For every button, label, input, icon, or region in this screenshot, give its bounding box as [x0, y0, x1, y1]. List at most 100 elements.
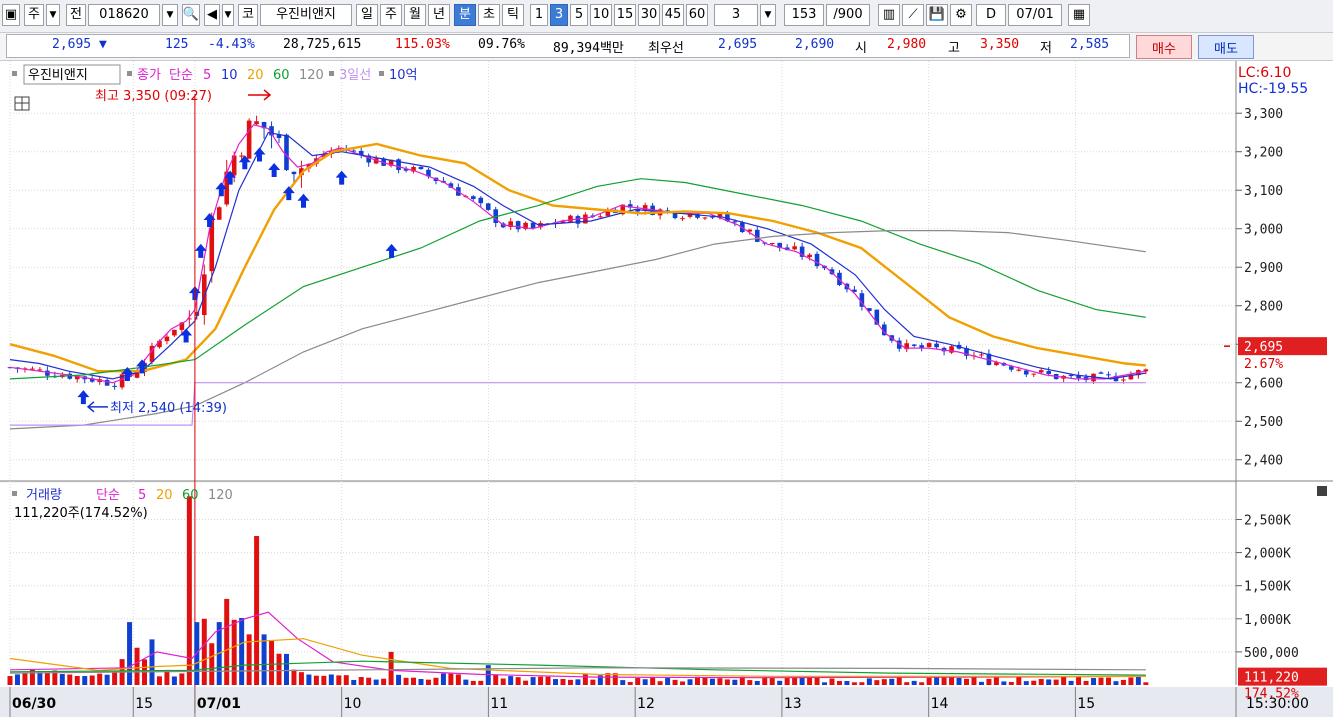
toolbar-code-button[interactable]: 018620	[88, 4, 160, 26]
legend-bullet	[379, 71, 384, 76]
volume-bar	[732, 679, 738, 685]
toolbar-sound-dd-button[interactable]: ▼	[222, 4, 234, 26]
candle-body	[396, 159, 401, 171]
candle-body	[426, 169, 431, 177]
candle-body	[149, 345, 155, 362]
legend-ma-60: 60	[273, 68, 290, 83]
volume-bar	[455, 674, 461, 685]
toolbar-save-icon[interactable]: 💾	[926, 4, 948, 26]
toolbar-cal-icon[interactable]: ▦	[1068, 4, 1090, 26]
ma-line-10	[9, 131, 1146, 380]
buy-arrow-icon	[136, 359, 149, 374]
volume-bar	[59, 674, 65, 685]
legend-bullet	[12, 491, 17, 496]
toolbar-i5-button[interactable]: 5	[570, 4, 588, 26]
volume-bar	[22, 673, 28, 685]
x-tick-label: 10	[344, 696, 362, 712]
toolbar-line-icon[interactable]: ⟋	[902, 4, 924, 26]
volume-bar	[657, 681, 663, 685]
toolbar-i30-button[interactable]: 30	[638, 4, 660, 26]
toolbar-date-button[interactable]: 07/01	[1008, 4, 1062, 26]
legend-ma-20: 20	[247, 68, 264, 83]
volume-bar	[881, 679, 887, 685]
toolbar-p-week-button[interactable]: 주	[380, 4, 402, 26]
toolbar-type-button[interactable]: 주	[24, 4, 44, 26]
toolbar-sound-button[interactable]: ◀	[204, 4, 220, 26]
toolbar-count-total-button[interactable]: /900	[826, 4, 870, 26]
volume-bar	[851, 682, 857, 685]
toolbar-count-button[interactable]: 153	[784, 4, 824, 26]
sell-button[interactable]: 매도	[1198, 35, 1254, 59]
candle-body	[485, 203, 491, 210]
toolbar-layout-button[interactable]: ▣	[2, 4, 20, 26]
toolbar-search-button[interactable]: 🔍	[182, 4, 200, 26]
open-label: 시	[855, 41, 867, 56]
price-tick-label: 3,100	[1244, 184, 1283, 199]
toolbar-p-min-button[interactable]: 분	[454, 4, 476, 26]
volume-bar	[769, 677, 775, 685]
toolbar-p-month-button[interactable]: 월	[404, 4, 426, 26]
volume-bar	[239, 617, 245, 685]
candle-body	[134, 372, 140, 378]
candle-body	[314, 158, 319, 164]
toolbar-p-day-button[interactable]: 일	[356, 4, 378, 26]
toolbar-p-year-button[interactable]: 년	[428, 4, 450, 26]
volume-bar	[836, 680, 842, 685]
current-price: 2,695 ▼	[52, 37, 107, 52]
candle-body	[710, 216, 715, 218]
volume-bar	[597, 675, 603, 685]
toolbar-gear-icon[interactable]: ⚙	[950, 4, 972, 26]
volume-bar	[231, 619, 237, 685]
volume-tick-label: 1,500K	[1244, 580, 1291, 595]
toolbar-interval-dd-button[interactable]: ▼	[760, 4, 776, 26]
toolbar-interval-button[interactable]: 3	[714, 4, 758, 26]
volume-bar	[425, 679, 431, 685]
toolbar-d-check-button[interactable]: D	[976, 4, 1006, 26]
candle-body	[209, 215, 215, 272]
candle-body	[777, 242, 782, 249]
x-tick-label: 11	[490, 696, 508, 712]
volume-bar	[874, 680, 880, 685]
volume-tick-label: 2,500K	[1244, 513, 1291, 528]
volume-bar	[52, 670, 58, 685]
volume-bar	[807, 676, 813, 685]
volume-bar	[291, 669, 297, 685]
candle-body	[299, 168, 304, 176]
volume-bar	[336, 675, 342, 685]
volume-bar	[1046, 679, 1052, 685]
price-chart: 3,3003,2003,1003,0002,9002,8002,7002,600…	[0, 61, 1333, 717]
toolbar-prev-button[interactable]: 전	[66, 4, 86, 26]
candle-body	[157, 340, 162, 348]
toolbar-i10-button[interactable]: 10	[590, 4, 612, 26]
volume-bar	[896, 676, 902, 685]
low-price: 2,585	[1070, 37, 1110, 52]
buy-arrow-icon	[268, 162, 281, 177]
toolbar-code-dd-button[interactable]: ▼	[162, 4, 178, 26]
volume-bar	[358, 677, 364, 685]
candle-body	[934, 343, 939, 348]
toolbar-type-dd-button[interactable]: ▼	[46, 4, 60, 26]
toolbar-market-button[interactable]: 코	[238, 4, 258, 26]
candle-body	[904, 343, 910, 350]
toolbar-candle-icon[interactable]: ▥	[878, 4, 900, 26]
volume-bar	[911, 680, 917, 685]
toolbar-p-tick-button[interactable]: 틱	[502, 4, 524, 26]
lc-label: LC:6.10	[1238, 65, 1291, 81]
buy-button[interactable]: 매수	[1136, 35, 1192, 59]
legend-name-box	[23, 64, 121, 85]
candle-body	[695, 213, 700, 218]
toolbar-i15-button[interactable]: 15	[614, 4, 636, 26]
toolbar-p-sec-button[interactable]: 초	[478, 4, 500, 26]
volume-bar	[799, 677, 805, 685]
volume-bar	[44, 672, 50, 685]
toolbar-i45-button[interactable]: 45	[662, 4, 684, 26]
volume-bar	[665, 676, 671, 685]
toolbar-i60-button[interactable]: 60	[686, 4, 708, 26]
toolbar-i1-button[interactable]: 1	[530, 4, 548, 26]
x-tick-label: 12	[637, 696, 655, 712]
candle-body	[560, 221, 566, 224]
toolbar-i3-button[interactable]: 3	[550, 4, 568, 26]
high-annotation: 최고 3,350 (09:27)	[95, 89, 212, 104]
toolbar-name-button[interactable]: 우진비앤지	[260, 4, 352, 26]
legend-ma-120: 120	[299, 68, 324, 83]
